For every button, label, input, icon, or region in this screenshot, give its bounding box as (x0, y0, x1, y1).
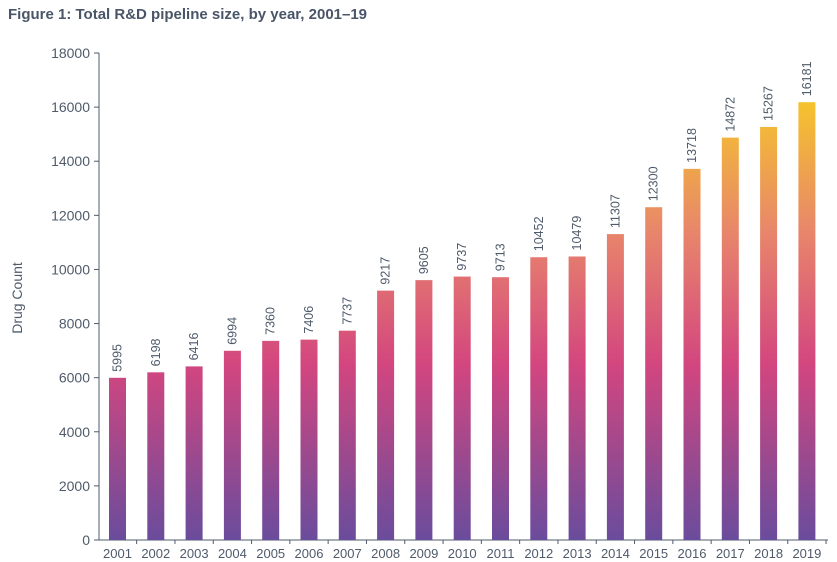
y-tick-label: 8000 (59, 316, 90, 332)
x-tick-label: 2011 (487, 546, 515, 561)
x-tick-label: 2004 (218, 546, 247, 561)
data-label-2001: 5995 (111, 344, 125, 372)
data-label-2016: 13718 (685, 128, 699, 163)
data-label-2010: 9737 (455, 243, 469, 271)
chart-title: Figure 1: Total R&D pipeline size, by ye… (8, 6, 368, 23)
data-label-2006: 7406 (302, 306, 316, 334)
bar-2019 (798, 102, 816, 541)
x-tick-label: 2015 (639, 546, 668, 561)
data-label-2003: 6416 (187, 333, 201, 361)
bar-2006 (300, 339, 318, 540)
data-label-2014: 11307 (608, 194, 622, 228)
y-tick-label: 18000 (51, 45, 90, 61)
x-tick-label: 2001 (103, 546, 132, 561)
y-tick-label: 6000 (59, 370, 90, 386)
y-tick-label: 0 (82, 532, 90, 548)
bar-2003 (185, 366, 203, 540)
data-label-2007: 7737 (340, 297, 354, 325)
x-tick-label: 2014 (601, 546, 630, 561)
bar-2001 (109, 377, 126, 540)
bar-2011 (492, 277, 509, 540)
data-label-2012: 10452 (532, 216, 546, 251)
y-axis-title: Drug Count (9, 262, 25, 334)
x-tick-label: 2010 (448, 546, 477, 561)
data-label-2005: 7360 (264, 307, 278, 335)
bar-2008 (377, 290, 395, 540)
x-axis: 2001 2002 2003 2004 2005 2006 2007 2008 2009 2010… (99, 539, 828, 561)
x-tick-label: 2009 (409, 546, 438, 561)
bar-2018 (760, 126, 778, 540)
data-label-2017: 14872 (723, 97, 737, 132)
bar-2009 (415, 280, 433, 540)
data-label-2002: 6198 (149, 338, 163, 366)
y-tick-label: 14000 (51, 153, 90, 169)
data-label-2009: 9605 (417, 246, 431, 274)
bar-2004 (223, 350, 241, 540)
x-tick-label: 2006 (295, 546, 324, 561)
bar-2016 (683, 168, 701, 541)
y-tick-label: 4000 (59, 424, 90, 440)
data-label-2008: 9217 (379, 257, 393, 285)
data-label-2019: 16181 (800, 61, 814, 96)
y-tick-label: 12000 (51, 207, 90, 223)
bars-group (109, 102, 816, 541)
y-tick-label: 16000 (51, 99, 90, 115)
data-label-2013: 10479 (570, 216, 584, 251)
bar-2002 (147, 372, 165, 540)
x-tick-label: 2003 (180, 546, 209, 561)
bar-2017 (721, 137, 739, 541)
data-label-2011: 9713 (494, 243, 508, 271)
x-tick-label: 2017 (716, 546, 745, 561)
x-tick-label: 2005 (256, 546, 285, 561)
data-label-2004: 6994 (225, 317, 239, 345)
x-tick-label: 2002 (141, 546, 170, 561)
x-tick-label: 2019 (792, 546, 821, 561)
x-tick-label: 2016 (678, 546, 707, 561)
data-label-2015: 12300 (647, 166, 661, 201)
x-tick-label: 2012 (524, 546, 553, 561)
bar-2015 (645, 207, 663, 540)
y-tick-label: 2000 (59, 478, 90, 494)
x-tick-label: 2008 (371, 546, 400, 561)
bar-2007 (338, 330, 356, 540)
x-tick-label: 2018 (754, 546, 783, 561)
y-axis: 0 2000 4000 6000 8000 10000 12000 14000 16000 180… (51, 45, 100, 548)
bar-2013 (568, 256, 586, 540)
y-tick-label: 10000 (51, 261, 90, 277)
bar-2010 (453, 276, 471, 540)
data-labels-group: 5995 6198 6416 6994 7360 7406 7737 9217 9605 9737… (111, 61, 814, 371)
bar-2005 (262, 340, 280, 540)
x-tick-label: 2013 (563, 546, 592, 561)
bar-2012 (530, 257, 548, 540)
data-label-2018: 15267 (762, 86, 776, 121)
x-tick-label: 2007 (333, 546, 362, 561)
bar-2014 (606, 234, 624, 541)
